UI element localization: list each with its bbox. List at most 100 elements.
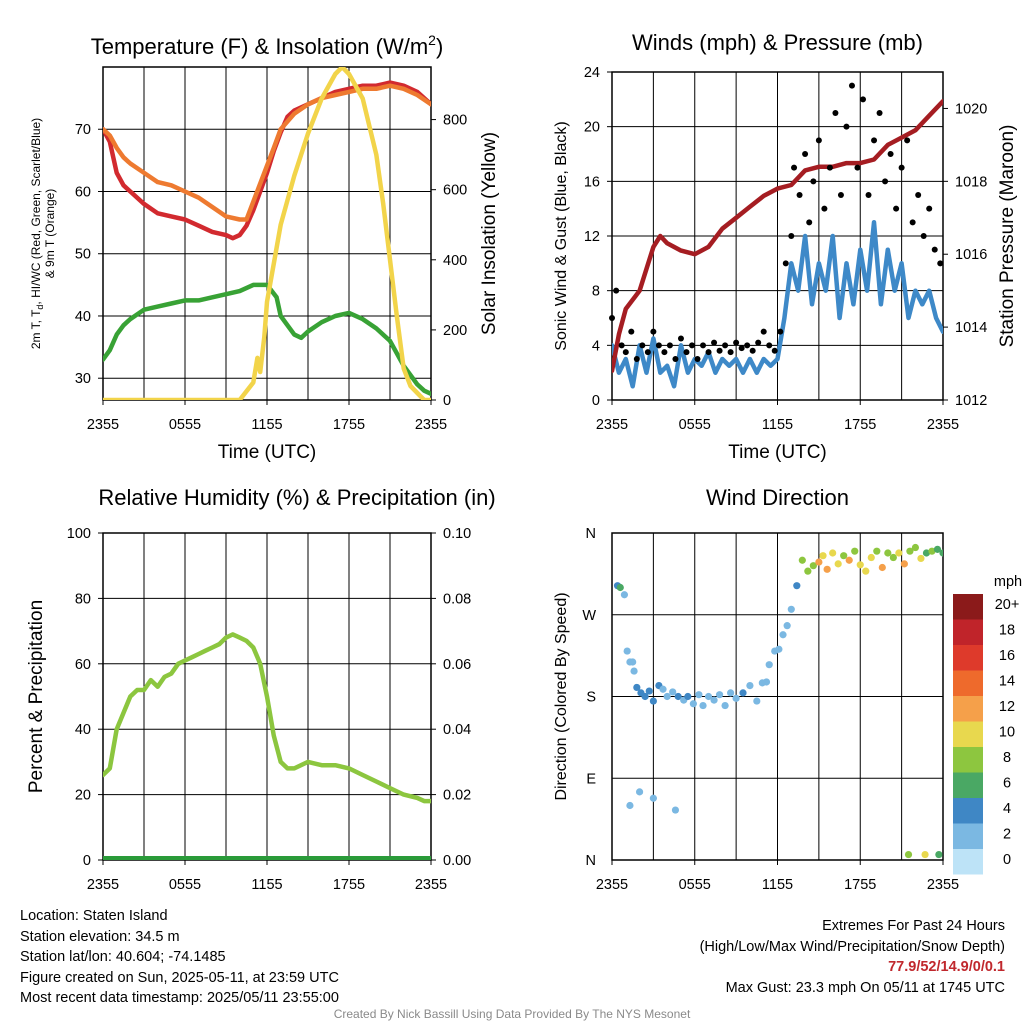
wind-gust-point — [796, 192, 803, 198]
speed-legend-label: 2 — [1003, 827, 1011, 843]
temp-series-2 — [103, 282, 431, 397]
rh-ytick-label: 40 — [75, 722, 91, 738]
max-gust: Max Gust: 23.3 mph On 05/11 at 1745 UTC — [725, 979, 1005, 996]
direction-point — [765, 661, 773, 669]
dir-y-axis-label: Direction (Colored By Speed) — [553, 592, 570, 800]
wind-xtick-label: 1155 — [762, 417, 793, 433]
speed-legend-swatch — [953, 696, 983, 722]
wind-gust-point — [860, 96, 867, 103]
speed-legend-swatch — [953, 823, 983, 849]
dir-ytick-label: N — [586, 526, 596, 542]
wind-gust-point — [677, 335, 684, 342]
temp-y2-axis-label: Solar Insolation (Yellow) — [479, 132, 500, 335]
station-info: Location: Staten Island Station elevatio… — [20, 906, 339, 1009]
direction-point — [753, 697, 761, 705]
speed-legend-swatch — [953, 747, 983, 773]
wind-gust-point — [683, 349, 690, 356]
wind-xtick-label: 1755 — [844, 417, 876, 433]
direction-point — [787, 605, 795, 613]
wind-ytick-label: 0 — [592, 393, 600, 409]
rh-series-0 — [103, 632, 431, 804]
speed-legend-label: 12 — [999, 699, 1015, 715]
wind-gust-point — [806, 219, 813, 226]
temp-xtick-label: 2355 — [415, 417, 447, 433]
wind-ytick-label: 8 — [592, 284, 600, 300]
wind-gust-point — [666, 342, 673, 349]
wind-ytick-label: 4 — [592, 338, 600, 354]
wind-gust-point — [882, 178, 889, 185]
direction-point — [732, 694, 740, 702]
wind-gust-point — [777, 328, 784, 335]
rh-xtick-label: 2355 — [87, 877, 119, 893]
wind-gust-point — [926, 205, 933, 212]
wind-gust-point — [688, 342, 695, 349]
wind-gust-point — [915, 192, 922, 198]
wind-gust-point — [722, 342, 729, 349]
rh-xtick-label: 1755 — [333, 877, 365, 893]
speed-legend-swatch — [953, 594, 983, 620]
rh-ytick-label: 80 — [75, 591, 91, 607]
direction-point — [695, 691, 703, 699]
rh-y2tick-label: 0.08 — [443, 591, 471, 607]
direction-point — [917, 554, 925, 563]
direction-point — [721, 701, 729, 710]
dir-ytick-label: W — [582, 608, 596, 624]
temp-y2tick-label: 400 — [443, 253, 467, 269]
direction-point — [862, 567, 870, 575]
direction-point — [645, 687, 653, 695]
speed-legend-label: 0 — [1003, 852, 1011, 868]
wind-gust-point — [655, 342, 662, 349]
dir-xtick-label: 1155 — [762, 877, 793, 893]
wind-gust-point — [672, 356, 679, 362]
wind-y-axis-label: Sonic Wind & Gust (Blue, Black) — [553, 121, 570, 350]
direction-point — [873, 547, 881, 555]
direction-point — [710, 696, 718, 704]
direction-point — [649, 794, 657, 802]
wind-xtick-label: 0555 — [679, 417, 711, 433]
wind-y2tick-label: 1018 — [955, 174, 987, 190]
temp-xtick-label: 1155 — [251, 417, 282, 433]
speed-legend-swatch — [953, 619, 983, 645]
direction-point — [626, 801, 634, 810]
direction-point — [867, 553, 875, 562]
extremes-panel: Extremes For Past 24 Hours (High/Low/Max… — [700, 916, 1005, 998]
direction-point — [775, 645, 783, 653]
direction-point — [815, 558, 823, 566]
direction-point — [823, 565, 831, 573]
wind-gust-point — [650, 328, 657, 335]
direction-point — [746, 682, 754, 690]
wind-gust-point — [711, 339, 718, 346]
rh-y2tick-label: 0.02 — [443, 788, 471, 804]
dir-ytick-label: S — [586, 690, 596, 706]
dir-xtick-label: 2355 — [596, 877, 628, 893]
direction-point — [620, 591, 629, 599]
temp-ytick-label: 40 — [75, 309, 91, 325]
dir-ytick-label: E — [586, 771, 596, 787]
direction-point — [779, 631, 787, 639]
wind-y2tick-label: 1014 — [955, 320, 987, 336]
direction-point — [851, 547, 859, 555]
wind-gust-point — [661, 349, 668, 356]
wind-xtick-label: 2355 — [927, 417, 959, 433]
temp-chart-title: Temperature (F) & Insolation (W/m2) — [91, 32, 444, 59]
temp-x-axis-label: Time (UTC) — [218, 442, 317, 463]
wind-series-1 — [612, 98, 943, 374]
wind-gust-point — [733, 339, 740, 346]
direction-point — [798, 556, 806, 564]
wind-gust-point — [618, 342, 625, 349]
wind-gust-point — [744, 342, 751, 349]
wind-gust-point — [826, 164, 833, 171]
rh-y2tick-label: 0.06 — [443, 657, 471, 673]
direction-point — [715, 691, 724, 699]
wind-x-axis-label: Time (UTC) — [728, 442, 827, 463]
station-latlon: Station lat/lon: 40.604; -74.1485 — [20, 949, 226, 965]
extremes-values: 77.9/52/14.9/0/0.1 — [888, 959, 1005, 975]
direction-point — [684, 692, 692, 701]
wind-gust-point — [898, 164, 905, 171]
direction-point — [809, 562, 817, 570]
wind-y2tick-label: 1016 — [955, 247, 987, 263]
rh-ytick-label: 0 — [83, 853, 91, 869]
wind-gust-point — [832, 110, 839, 116]
wind-gust-point — [837, 192, 844, 198]
